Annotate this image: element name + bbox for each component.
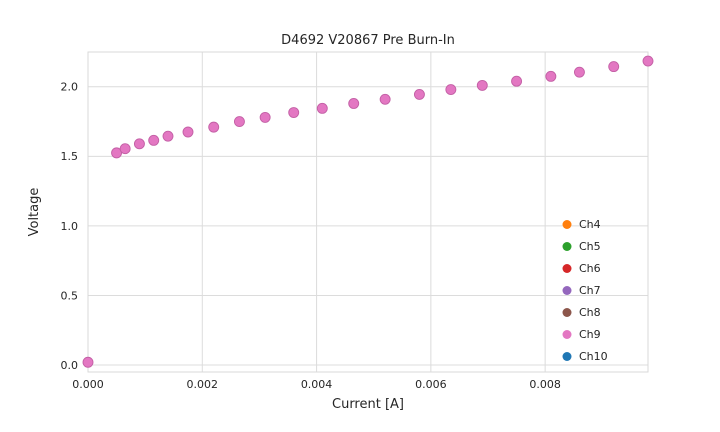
legend: Ch4 Ch5 Ch6 Ch7 Ch8 Ch9 Ch10 <box>562 218 608 363</box>
legend-marker-icon <box>562 286 572 295</box>
data-point <box>511 75 523 87</box>
legend-marker-icon <box>562 308 572 317</box>
legend-marker-icon <box>562 330 572 339</box>
data-point <box>476 79 488 91</box>
legend-item: Ch6 <box>562 262 601 275</box>
legend-item: Ch8 <box>562 306 601 319</box>
legend-item: Ch10 <box>562 350 608 363</box>
grid-lines <box>87 52 648 372</box>
data-point <box>208 121 220 133</box>
y-tick-label: 1.0 <box>61 220 79 233</box>
y-tick-label: 2.0 <box>61 81 79 94</box>
data-point <box>573 66 585 78</box>
plot-area <box>88 52 648 372</box>
x-tick-label: 0.006 <box>415 378 447 391</box>
legend-item-label: Ch7 <box>579 284 601 297</box>
y-tick-label: 0.0 <box>61 359 79 372</box>
data-point <box>111 147 123 159</box>
x-axis-label: Current [A] <box>332 397 404 412</box>
data-point <box>119 143 131 155</box>
legend-item: Ch9 <box>562 328 601 341</box>
chart-title: D4692 V20867 Pre Burn-In <box>281 33 455 48</box>
data-point <box>233 116 245 128</box>
data-point <box>148 134 160 146</box>
data-point <box>82 356 94 368</box>
data-point <box>162 130 174 142</box>
data-point <box>445 84 457 96</box>
legend-marker-icon <box>562 220 572 229</box>
legend-item-label: Ch4 <box>579 218 601 231</box>
legend-marker-icon <box>562 242 572 251</box>
data-point <box>259 111 271 123</box>
data-point <box>608 61 620 73</box>
legend-item-label: Ch5 <box>579 240 601 253</box>
legend-item-label: Ch9 <box>579 328 601 341</box>
data-point <box>379 93 391 105</box>
legend-marker-icon <box>562 264 572 273</box>
x-tick-label: 0.008 <box>529 378 561 391</box>
legend-item: Ch7 <box>562 284 601 297</box>
legend-item-label: Ch8 <box>579 306 601 319</box>
legend-item-label: Ch10 <box>579 350 608 363</box>
y-tick-labels: 0.0 0.5 1.0 1.5 2.0 <box>61 81 79 372</box>
data-point <box>316 102 328 114</box>
y-tick-label: 1.5 <box>61 150 79 163</box>
x-tick-label: 0.002 <box>187 378 219 391</box>
legend-item-label: Ch6 <box>579 262 601 275</box>
data-point <box>545 70 557 82</box>
y-axis-label: Voltage <box>27 188 42 237</box>
data-point <box>348 98 360 109</box>
x-tick-label: 0.000 <box>72 378 104 391</box>
data-point <box>642 55 654 67</box>
data-point <box>413 88 425 100</box>
y-tick-label: 0.5 <box>61 289 79 302</box>
legend-marker-icon <box>562 352 572 361</box>
legend-item: Ch4 <box>562 218 601 231</box>
axes-spines <box>87 51 649 373</box>
x-tick-labels: 0.000 0.002 0.004 0.006 0.008 <box>72 378 561 391</box>
data-point <box>133 138 145 150</box>
data-point <box>288 107 300 118</box>
legend-item: Ch5 <box>562 240 601 253</box>
scatter-points <box>82 55 654 368</box>
x-tick-label: 0.004 <box>301 378 333 391</box>
data-point <box>182 126 194 138</box>
